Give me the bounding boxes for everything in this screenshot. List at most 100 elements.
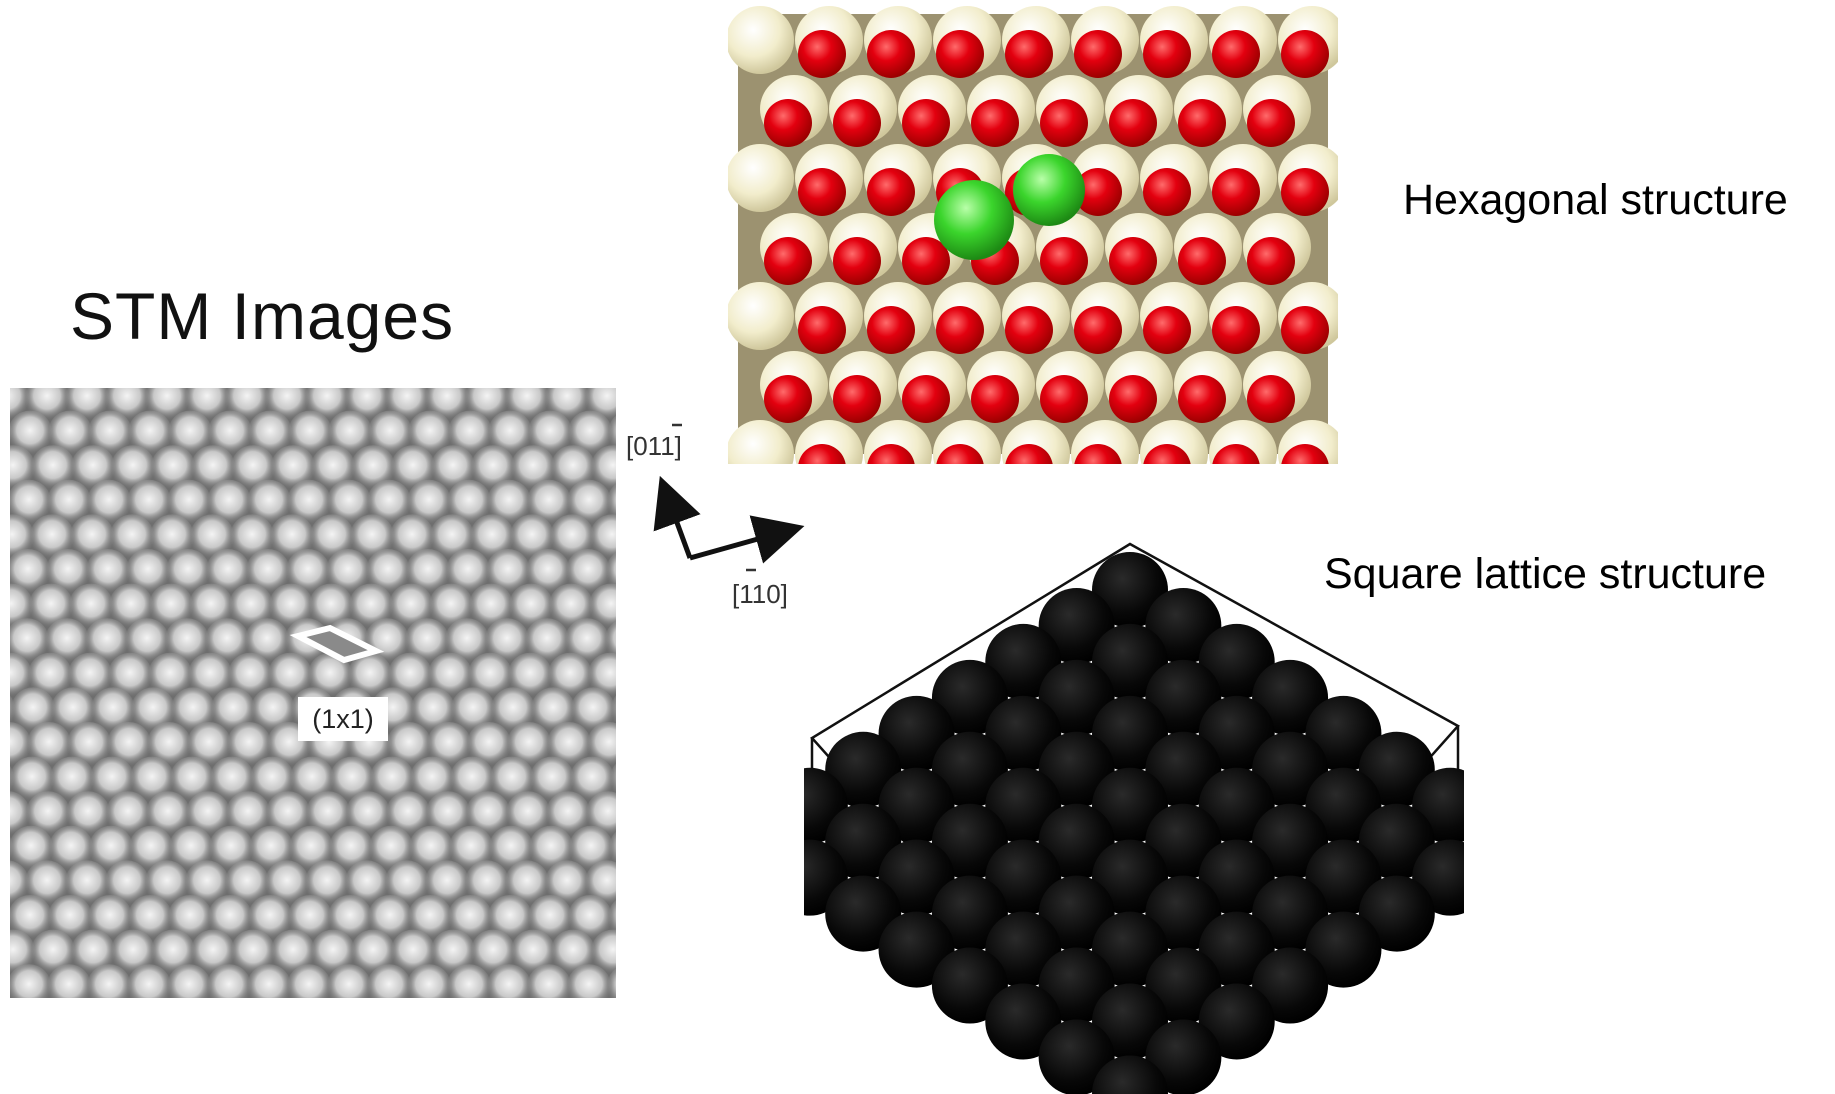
- stm-dot: [567, 964, 611, 998]
- stm-dot: [407, 479, 451, 524]
- lattice-atom: [1358, 803, 1435, 880]
- stm-dot: [206, 549, 250, 593]
- stm-dot: [408, 410, 452, 455]
- stm-dot: [427, 722, 471, 766]
- hex-oxygen-atom: [1074, 306, 1122, 354]
- stm-dot: [530, 756, 574, 801]
- stm-image: [10, 388, 616, 998]
- hex-oxygen-atom: [902, 99, 950, 147]
- stm-dot: [248, 410, 292, 455]
- stm-dot: [551, 929, 595, 974]
- hex-oxygen-atom: [1281, 168, 1329, 216]
- lattice-atom: [1145, 731, 1222, 808]
- stm-dot: [167, 479, 211, 524]
- hex-oxygen-atoms: [764, 30, 1329, 464]
- stm-dot: [266, 791, 310, 836]
- stm-dot: [151, 929, 195, 974]
- stm-dot: [205, 618, 249, 663]
- lattice-atom: [878, 695, 955, 772]
- stm-dot: [426, 791, 470, 836]
- stm-dot: [508, 652, 552, 697]
- stm-dot: [245, 618, 289, 663]
- square-lattice-atoms: [804, 552, 1464, 1094]
- lattice-atom: [985, 911, 1062, 988]
- stm-dot: [67, 722, 111, 766]
- stm-dot: [605, 621, 616, 660]
- lattice-atom: [878, 839, 955, 916]
- lattice-atom: [931, 659, 1008, 736]
- lattice-atom: [1198, 767, 1275, 844]
- stm-dot: [551, 445, 595, 490]
- stm-dot: [305, 860, 349, 905]
- stm-dot: [68, 652, 112, 697]
- stm-dot: [111, 929, 155, 974]
- stm-dot: [10, 549, 50, 593]
- stm-dot: [186, 791, 230, 836]
- stm-dot: [610, 763, 616, 794]
- stm-dot: [287, 964, 331, 998]
- stm-dot: [446, 549, 490, 593]
- stm-dot: [229, 583, 273, 628]
- green-atom-1: [934, 180, 1014, 260]
- hex-cream-atom: [728, 144, 794, 212]
- stm-dot: [411, 687, 455, 732]
- stm-dot: [486, 549, 530, 593]
- stm-dot: [47, 479, 91, 524]
- stm-dot: [391, 929, 435, 974]
- hex-oxygen-atom: [867, 444, 915, 464]
- stm-dot: [571, 687, 615, 732]
- stm-dot: [487, 964, 531, 998]
- lattice-atom: [825, 803, 902, 880]
- stm-dot: [271, 929, 315, 974]
- hex-oxygen-atom: [867, 168, 915, 216]
- stm-dot: [566, 549, 610, 593]
- hex-oxygen-atom: [867, 30, 915, 78]
- stm-dot: [86, 549, 130, 593]
- stm-dot: [568, 410, 612, 455]
- stm-dot: [328, 895, 372, 939]
- stm-dot: [470, 514, 514, 559]
- stm-dot: [27, 722, 71, 766]
- stm-dot: [188, 652, 232, 697]
- stm-dot: [46, 549, 90, 593]
- hex-oxygen-atom: [1074, 444, 1122, 464]
- stm-dot: [191, 445, 235, 490]
- stm-dot: [546, 791, 590, 836]
- stm-dot: [329, 825, 373, 870]
- stm-dot: [49, 825, 93, 870]
- hex-oxygen-atom: [1005, 444, 1053, 464]
- stm-dot: [70, 514, 114, 559]
- axis-arrow-up: [653, 475, 701, 559]
- stm-dot: [525, 618, 569, 663]
- stm-dot: [10, 514, 34, 559]
- stm-dot: [445, 618, 489, 663]
- direction-axes: [011] [110]: [626, 423, 805, 609]
- stm-dot: [91, 687, 135, 732]
- stm-dot: [10, 722, 31, 766]
- stm-dot: [368, 410, 412, 455]
- hex-oxygen-atom: [1178, 237, 1226, 285]
- stm-dot: [129, 825, 173, 870]
- lattice-atom: [1145, 947, 1222, 1024]
- hex-oxygen-atom: [1143, 306, 1191, 354]
- stm-dot: [328, 410, 372, 455]
- lattice-atom: [1198, 839, 1275, 916]
- stm-dot: [106, 791, 150, 836]
- stm-dot: [611, 695, 616, 724]
- stm-dot: [410, 756, 454, 801]
- stm-dot: [247, 964, 291, 998]
- lattice-atom: [1038, 803, 1115, 880]
- stm-dot: [130, 756, 174, 801]
- hex-oxygen-atom: [764, 99, 812, 147]
- lattice-atom: [1092, 552, 1168, 628]
- stm-dot: [187, 722, 231, 766]
- stm-dot: [487, 479, 531, 524]
- stm-dot: [10, 756, 54, 801]
- stm-dot: [150, 514, 194, 559]
- stm-dot: [149, 583, 193, 628]
- stm-dot: [488, 895, 532, 939]
- unit-cell-label: (1x1): [298, 697, 388, 741]
- stm-dot: [388, 652, 432, 697]
- lattice-atom: [1145, 659, 1222, 736]
- stm-dot: [248, 895, 292, 939]
